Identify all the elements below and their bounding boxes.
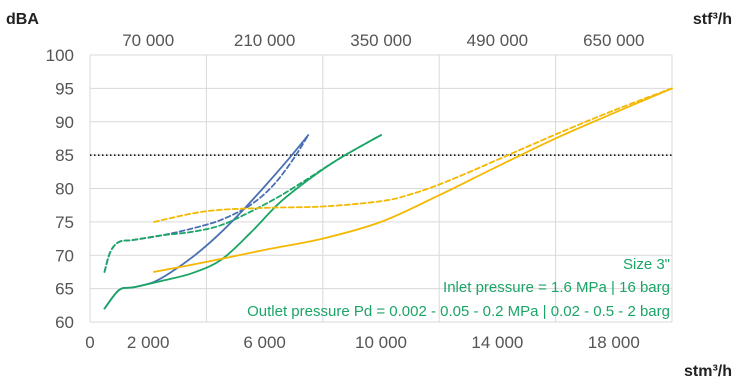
- x2-tick-label: 350 000: [350, 31, 411, 50]
- x2-tick-label: 70 000: [122, 31, 174, 50]
- annotation-size: Size 3": [623, 256, 670, 273]
- series-line-6: [153, 87, 673, 223]
- y-tick-label: 100: [46, 46, 74, 65]
- y-tick-label: 60: [55, 313, 74, 332]
- annotation-outlet: Outlet pressure Pd = 0.002 - 0.05 - 0.2 …: [247, 303, 670, 320]
- series-line-5: [153, 87, 673, 273]
- x-tick-label: 10 000: [355, 333, 407, 352]
- y-tick-label: 95: [55, 79, 74, 98]
- x-tick-label: 14 000: [471, 333, 523, 352]
- y-tick-label: 85: [55, 146, 74, 165]
- y-tick-label: 75: [55, 213, 74, 232]
- x2-tick-labels: 70 000 210 000 350 000 490 000 650 000: [122, 31, 644, 50]
- x-tick-labels: 0 2 000 6 000 10 000 14 000 18 000: [85, 333, 640, 352]
- y-tick-label: 65: [55, 280, 74, 299]
- x-axis-label: stm³/h: [684, 363, 732, 380]
- x2-axis-label: stf³/h: [693, 11, 732, 28]
- x-tick-label: 6 000: [243, 333, 286, 352]
- x2-tick-label: 490 000: [467, 31, 528, 50]
- series-line-4: [103, 134, 382, 273]
- series-line-2: [103, 134, 310, 273]
- x-tick-label: 0: [85, 333, 94, 352]
- x2-tick-label: 210 000: [234, 31, 295, 50]
- y-axis-label: dBA: [6, 11, 39, 28]
- series-group: [103, 87, 673, 310]
- x-tick-label: 18 000: [588, 333, 640, 352]
- y-tick-label: 90: [55, 113, 74, 132]
- x2-tick-label: 650 000: [583, 31, 644, 50]
- annotation-inlet: Inlet pressure = 1.6 MPa | 16 barg: [443, 279, 670, 296]
- y-tick-label: 80: [55, 180, 74, 199]
- y-tick-labels: 60 65 70 75 80 85 90 95 100: [46, 46, 74, 332]
- y-tick-label: 70: [55, 246, 74, 265]
- x-tick-label: 2 000: [127, 333, 170, 352]
